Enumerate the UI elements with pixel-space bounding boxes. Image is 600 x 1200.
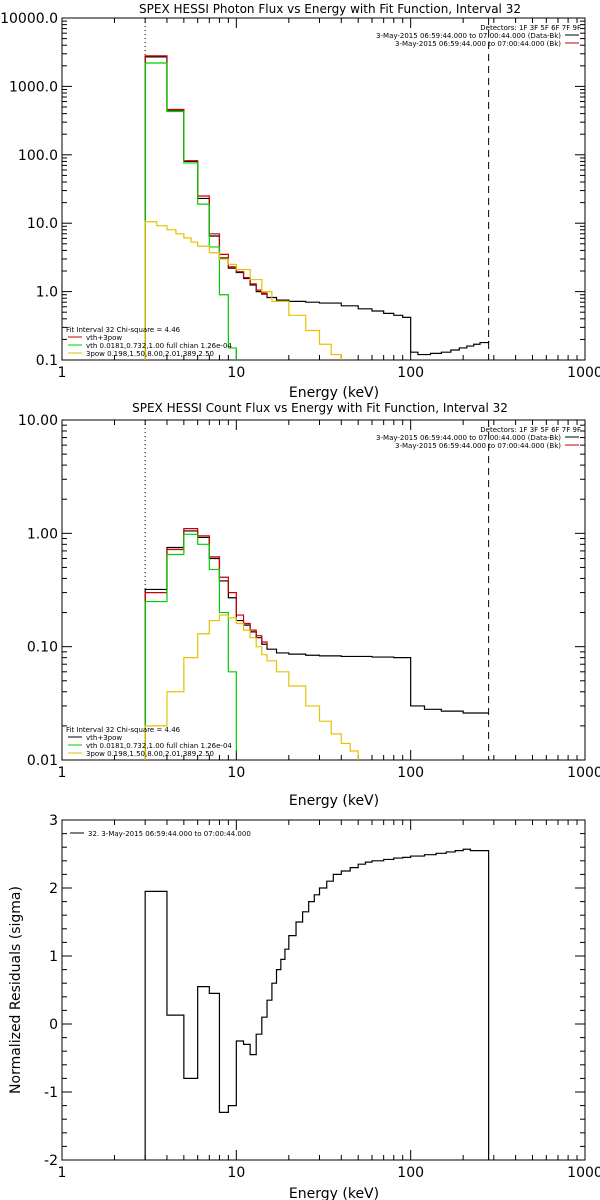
y-tick-label: 0 (49, 1017, 58, 1033)
series-line-2 (144, 62, 237, 360)
photon-flux-title: SPEX HESSI Photon Flux vs Energy with Fi… (139, 2, 521, 16)
legend-entry: vth+3pow (86, 334, 122, 342)
legend-entry: 3-May-2015 06:59:44.000 to 07:00:44.000 … (395, 40, 561, 48)
series-line-3 (144, 614, 359, 760)
legend-entry: 3-May-2015 06:59:44.000 to 07:00:44.000 … (376, 434, 561, 442)
y-tick-label: 10000.0 (0, 11, 58, 27)
y-tick-label: 2 (49, 881, 58, 897)
y-tick-label: 0.10 (27, 640, 58, 656)
x-tick-label: 1 (58, 365, 67, 381)
count-flux-title: SPEX HESSI Count Flux vs Energy with Fit… (132, 401, 508, 415)
series-line-3 (144, 221, 342, 360)
x-tick-label: 1000 (567, 765, 600, 781)
legend-entry: vth+3pow (86, 734, 122, 742)
series-line-2 (144, 533, 237, 760)
plot-frame (61, 819, 586, 1161)
count-flux-chart: SPEX HESSI Count Flux vs Energy with Fit… (18, 401, 600, 809)
y-tick-label: -2 (44, 1153, 58, 1169)
x-tick-label: 1000 (567, 365, 600, 381)
x-tick-label: 100 (397, 365, 424, 381)
legend-entry: 3pow 0.198,1.50,8.00,2.01,389,2.50 (86, 750, 214, 758)
y-tick-label: 0.1 (36, 353, 58, 369)
y-tick-label: 0.01 (27, 753, 58, 769)
series-line-0 (144, 848, 490, 1160)
plot-frame (61, 17, 586, 361)
x-tick-label: 100 (397, 1165, 424, 1181)
x-tick-label: 1 (58, 1165, 67, 1181)
series-line-0 (144, 530, 489, 760)
photon-flux-chart: SPEX HESSI Photon Flux vs Energy with Fi… (0, 2, 600, 401)
y-tick-label: -1 (44, 1085, 58, 1101)
y-tick-label: 3 (49, 813, 58, 829)
y-tick-label: 10.0 (27, 216, 58, 232)
residuals-xlabel: Energy (keV) (289, 1186, 379, 1200)
legend-entry: vth 0.0181,0.732,1.00 full chian 1.26e-0… (86, 342, 232, 350)
legend-header: Fit Interval 32 Chi-square = 4.46 (66, 326, 181, 334)
legend-header: Fit Interval 32 Chi-square = 4.46 (66, 726, 181, 734)
legend-header: Detectors: 1F 3F 5F 6F 7F 9F (480, 24, 581, 32)
legend-entry: 32. 3-May-2015 06:59:44.000 to 07:00:44.… (88, 830, 251, 838)
y-tick-label: 1.00 (27, 526, 58, 542)
residuals-chart: 1 10 100 1000 -2 -1 0 1 2 3 32. 3-May-2015 06:59:… (8, 813, 600, 1200)
photon-flux-xlabel: Energy (keV) (289, 385, 379, 401)
x-tick-label: 100 (397, 765, 424, 781)
x-tick-label: 10 (227, 1165, 245, 1181)
legend-entry: vth 0.0181,0.732,1.00 full chian 1.26e-0… (86, 742, 232, 750)
y-tick-label: 1 (49, 949, 58, 965)
legend-entry: 3pow 0.198,1.50,8.00,2.01,389,2.50 (86, 350, 214, 358)
x-tick-label: 10 (227, 765, 245, 781)
x-tick-label: 10 (227, 365, 245, 381)
legend-header: Detectors: 1F 3F 5F 6F 7F 9F (480, 426, 581, 434)
legend-entry: 3-May-2015 06:59:44.000 to 07:00:44.000 … (395, 442, 561, 450)
x-tick-label: 1 (58, 765, 67, 781)
plot-frame (61, 419, 586, 761)
legend-entry: 3-May-2015 06:59:44.000 to 07:00:44.000 … (376, 32, 561, 40)
y-tick-label: 1.0 (36, 285, 58, 301)
series-line-1 (144, 55, 268, 360)
x-tick-label: 1000 (567, 1165, 600, 1181)
y-tick-label: 1000.0 (9, 79, 58, 95)
y-tick-label: 100.0 (18, 148, 58, 164)
series-line-0 (144, 56, 490, 360)
count-flux-xlabel: Energy (keV) (289, 793, 379, 809)
y-tick-label: 10.00 (18, 413, 58, 429)
residuals-ylabel: Normalized Residuals (sigma) (8, 886, 24, 1094)
